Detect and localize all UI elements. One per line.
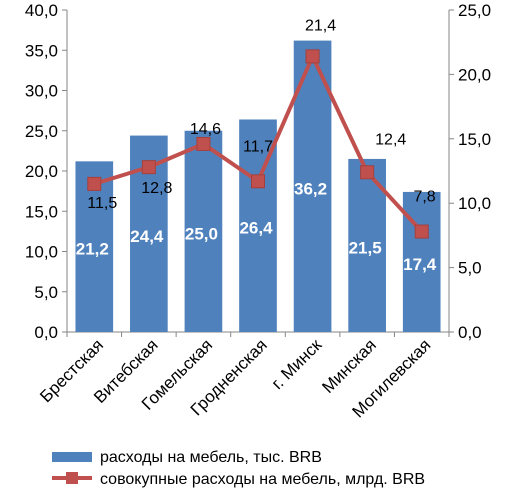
right-tick-label: 15,0 (458, 130, 491, 149)
left-tick-label: 0,0 (34, 323, 58, 342)
left-tick-label: 35,0 (25, 41, 58, 60)
line-data-label: 14,6 (190, 121, 221, 138)
line-data-label: 21,4 (305, 17, 336, 34)
left-tick-label: 10,0 (25, 243, 58, 262)
line-data-label: 11,5 (87, 195, 117, 212)
right-tick-label: 5,0 (458, 259, 482, 278)
data-labels: 21,2 24,4 25,0 26,4 36,2 21,5 17,4 11,5 12,8 14,6… (76, 17, 437, 274)
left-tick-label: 40,0 (25, 1, 58, 20)
bar-data-label: 25,0 (185, 224, 218, 243)
line-marker (251, 174, 265, 189)
bar-data-label: 21,5 (349, 238, 382, 257)
line-series (87, 49, 429, 239)
line-marker (196, 136, 211, 151)
right-tick-label: 20,0 (458, 65, 491, 84)
legend-label: расходы на мебель, тыс. BRB (100, 449, 322, 466)
legend-swatch-marker (66, 472, 78, 484)
category-label: г. Минск (268, 335, 326, 393)
bar-data-label: 24,4 (130, 227, 164, 246)
bar-data-label: 17,4 (403, 255, 437, 274)
line-data-label: 11,7 (243, 138, 273, 155)
left-tick-label: 15,0 (25, 202, 58, 221)
line-data-label: 7,8 (413, 189, 435, 206)
bar-data-label: 36,2 (294, 179, 327, 198)
bar-data-label: 26,4 (239, 219, 273, 238)
line-marker (360, 165, 375, 180)
line-marker (87, 176, 102, 191)
bar (184, 130, 223, 332)
legend-label: совокупные расходы на мебель, млрд. BRB (100, 471, 425, 488)
left-tick-label: 5,0 (34, 283, 58, 302)
right-tick-label: 0,0 (458, 323, 482, 342)
line-marker (414, 224, 429, 239)
line-marker (141, 160, 156, 175)
line-data-label: 12,4 (375, 131, 406, 148)
left-tick-label: 30,0 (25, 82, 58, 101)
left-tick-label: 20,0 (25, 162, 58, 181)
line-data-label: 12,8 (141, 180, 172, 197)
line-marker (305, 49, 320, 64)
right-tick-label: 10,0 (458, 194, 491, 213)
bar-data-label: 21,2 (76, 240, 109, 259)
left-tick-label: 25,0 (25, 122, 58, 141)
legend-swatch-bar (52, 452, 92, 462)
legend: расходы на мебель, тыс. BRB совокупные ра… (52, 449, 425, 488)
right-tick-label: 25,0 (458, 1, 491, 20)
